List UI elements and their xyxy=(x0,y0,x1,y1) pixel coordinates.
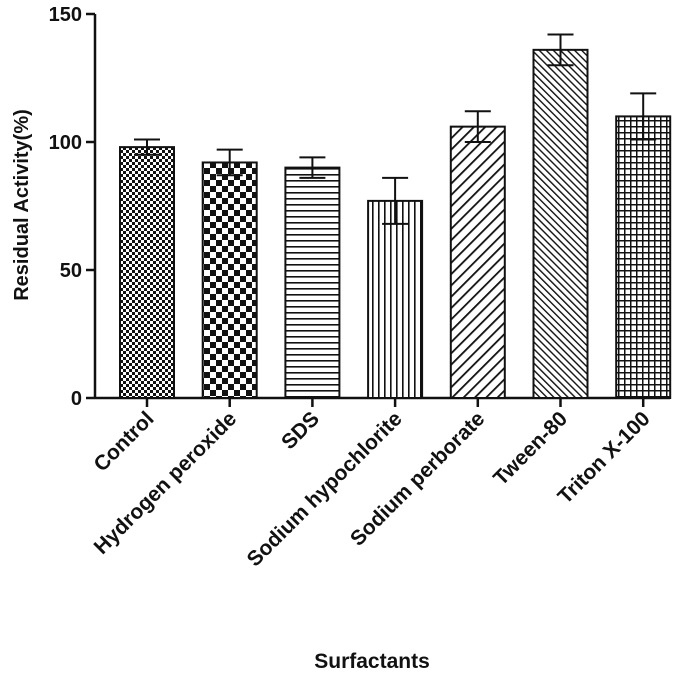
x-axis-label: Surfactants xyxy=(314,650,430,673)
x-tick-label: Sodium hypochlorite xyxy=(243,407,407,571)
y-tick-label: 150 xyxy=(49,4,82,26)
x-tick-label: SDS xyxy=(277,407,324,454)
bar xyxy=(449,125,506,399)
y-tick-label: 100 xyxy=(49,132,82,154)
bar xyxy=(201,161,258,399)
x-tick-label: Tween-80 xyxy=(489,407,572,490)
bar xyxy=(615,115,672,400)
y-axis-ticks: 0 50 100 150 xyxy=(49,4,95,410)
x-tick-label: Control xyxy=(89,407,158,476)
bar xyxy=(119,146,175,399)
bar xyxy=(284,166,341,399)
y-tick-label: 50 xyxy=(60,260,82,282)
bars-group xyxy=(119,33,672,400)
y-axis-label: Residual Activity(%) xyxy=(11,109,33,301)
y-tick-label: 0 xyxy=(71,388,82,410)
x-tick-label: Hydrogen peroxide xyxy=(90,407,242,559)
bar xyxy=(367,199,424,399)
bar xyxy=(532,48,589,400)
